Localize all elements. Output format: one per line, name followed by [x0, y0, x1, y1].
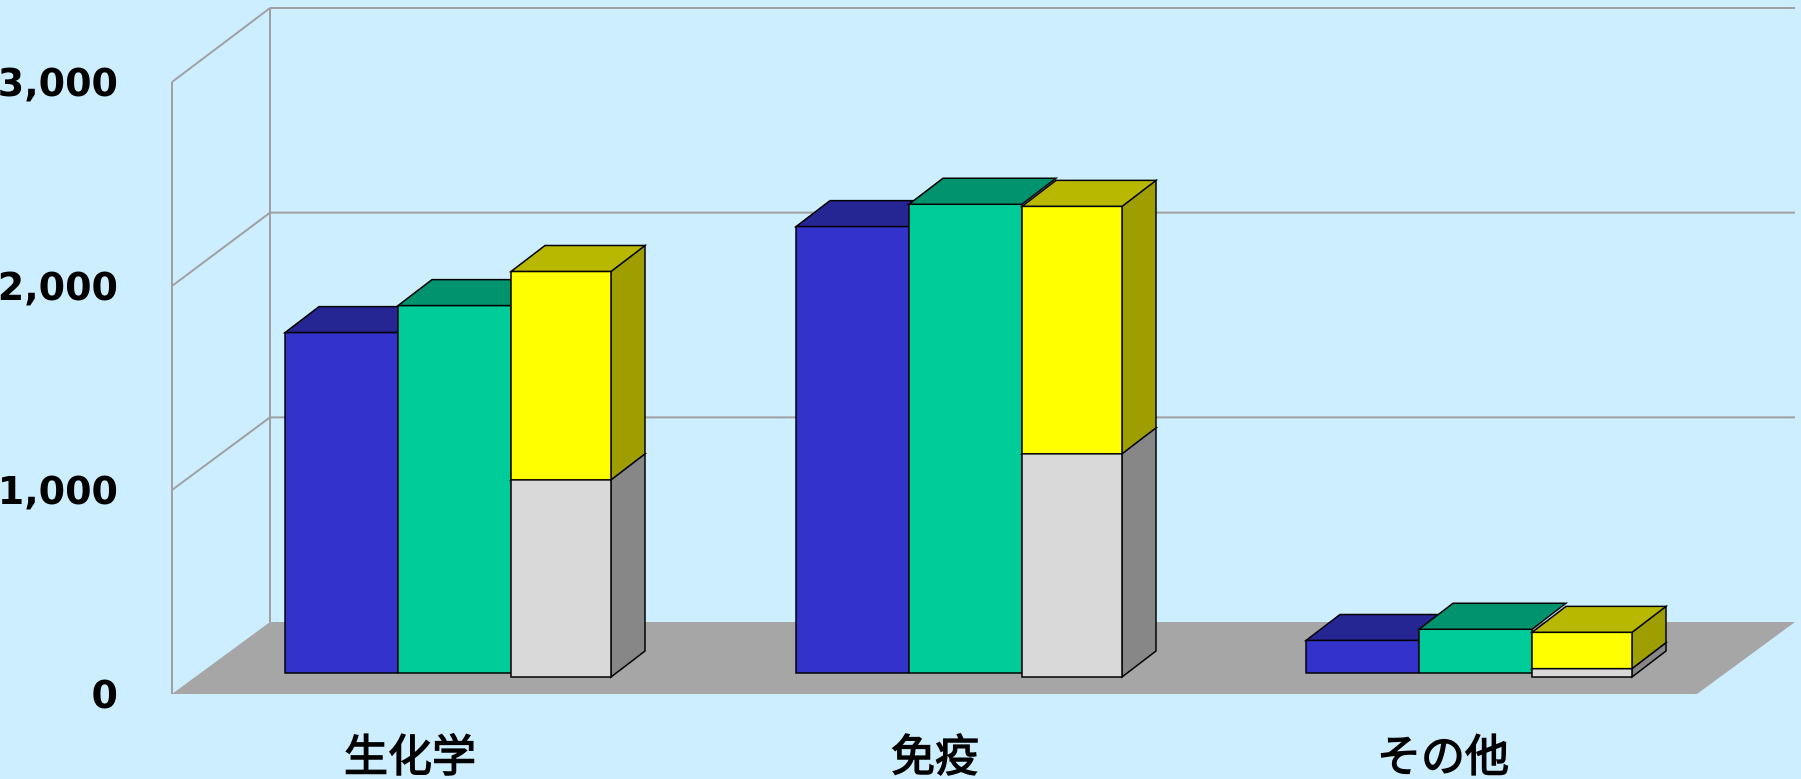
- bar-series-4-segment: [1529, 604, 1669, 671]
- bar-series-1: [282, 305, 435, 674]
- gridline-side: [171, 211, 271, 287]
- bar-series-3-segment-side: [1121, 426, 1157, 679]
- x-category-label: 生化学: [344, 731, 476, 779]
- gridline-side: [171, 416, 271, 491]
- bar-series-2-front: [397, 304, 512, 674]
- bar-series-2: [1416, 602, 1569, 674]
- bar-series-3-segment-front: [510, 479, 612, 678]
- y-tick-label: 0: [92, 673, 118, 717]
- y-tick-label: 3,000: [0, 61, 118, 105]
- bar-series-4-segment: [508, 244, 648, 482]
- bar-series-1: [793, 199, 946, 674]
- bar-group: [282, 244, 648, 679]
- bar-series-2-front: [908, 203, 1023, 674]
- bar-series-3-segment-side: [610, 452, 646, 679]
- side-wall-top-edge: [171, 7, 271, 83]
- bar-series-2: [906, 177, 1059, 674]
- bar-series-4-segment-side: [1121, 178, 1157, 456]
- bar-series-4-segment-side: [610, 244, 646, 482]
- bar-series-3-segment: [1019, 426, 1159, 679]
- bar-group: [793, 177, 1159, 679]
- bars: [282, 177, 1669, 679]
- bar-series-2-front: [1418, 628, 1533, 674]
- bar-series-3-segment-front: [1021, 453, 1123, 678]
- x-category-label: 免疫: [891, 731, 979, 779]
- bar-series-3-segment: [508, 452, 648, 679]
- y-axis-tick-labels: 0 1,000 2,000 3,000: [0, 61, 118, 717]
- bar-series-1-front: [1305, 639, 1420, 674]
- y-tick-label: 2,000: [0, 265, 118, 309]
- bar-series-1-front: [795, 225, 910, 674]
- bar-group: [1303, 602, 1669, 679]
- bar-series-4-segment-front: [510, 270, 612, 481]
- bar-series-4-segment-front: [1021, 205, 1123, 455]
- bar-series-3-segment-front: [1531, 667, 1633, 678]
- bar-series-1-front: [284, 331, 399, 674]
- bar-series-4-segment: [1019, 178, 1159, 456]
- y-tick-label: 1,000: [0, 469, 118, 513]
- bar-series-4-segment-front: [1531, 631, 1633, 670]
- x-axis-category-labels: 生化学 免疫 その他: [344, 731, 1509, 779]
- x-category-label: その他: [1377, 731, 1509, 779]
